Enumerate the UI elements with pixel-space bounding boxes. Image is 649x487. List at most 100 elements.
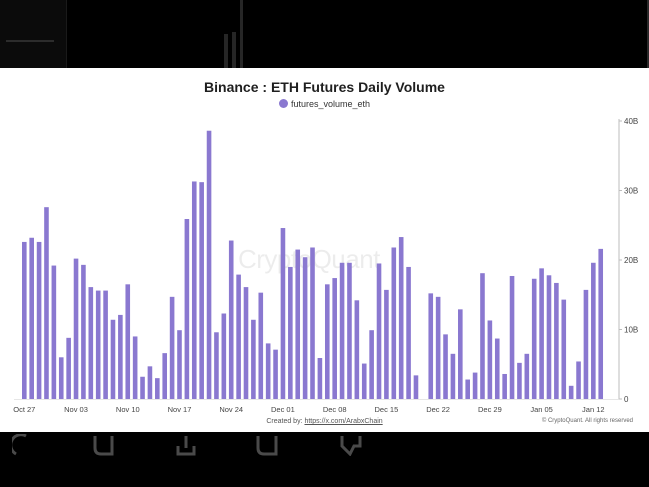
chart-bar[interactable] xyxy=(132,336,138,399)
chart-bar[interactable] xyxy=(398,237,404,399)
chart-bar[interactable] xyxy=(280,228,286,399)
chart-bar[interactable] xyxy=(568,385,574,400)
chart-bar[interactable] xyxy=(288,266,293,399)
chart-bar[interactable] xyxy=(265,343,271,399)
chart-bar[interactable] xyxy=(147,366,153,399)
chart-bar[interactable] xyxy=(561,299,567,400)
copy-icon[interactable] xyxy=(256,434,280,456)
chart-bar[interactable] xyxy=(413,375,419,399)
chart-bar[interactable] xyxy=(206,130,212,400)
chart-bar[interactable] xyxy=(332,278,337,399)
chart-bar[interactable] xyxy=(118,314,123,399)
chart-bar[interactable] xyxy=(88,287,94,399)
share-icon[interactable] xyxy=(174,434,198,456)
background-bar xyxy=(232,32,236,68)
chart-bar[interactable] xyxy=(251,319,256,399)
chart-bar[interactable] xyxy=(51,265,57,399)
chart-bar[interactable] xyxy=(384,289,389,399)
chart-bar[interactable] xyxy=(369,330,374,399)
chart-bar[interactable] xyxy=(140,376,145,399)
chart-legend[interactable]: futures_volume_eth xyxy=(0,99,649,109)
chart-bar[interactable] xyxy=(472,372,478,399)
chart-bar[interactable] xyxy=(199,182,204,399)
chart-bar[interactable] xyxy=(361,363,367,400)
chart-bar[interactable] xyxy=(125,284,131,399)
chart-bar[interactable] xyxy=(221,313,227,399)
chart-bar[interactable] xyxy=(406,266,411,399)
chart-bar[interactable] xyxy=(110,319,116,399)
chart-bar[interactable] xyxy=(295,249,301,399)
x-tick-label: Nov 10 xyxy=(116,405,140,414)
chart-bar[interactable] xyxy=(273,349,278,399)
chart-bar[interactable] xyxy=(450,353,456,399)
chart-bar[interactable] xyxy=(191,181,197,399)
chart-bar[interactable] xyxy=(155,378,160,399)
chart-bar[interactable] xyxy=(509,275,515,400)
chart-bar[interactable] xyxy=(317,358,323,400)
chart-bar[interactable] xyxy=(435,296,441,399)
bar-chart: 0 10B 20B 30B 40B Oct 27 Nov 03 Nov 10 Nov 17 Nov… xyxy=(13,117,638,414)
x-tick-label: Nov 03 xyxy=(64,405,88,414)
chart-bar[interactable] xyxy=(443,334,448,400)
chart-bar[interactable] xyxy=(66,337,71,399)
chart-bar[interactable] xyxy=(22,241,27,399)
chart-bar[interactable] xyxy=(236,274,241,399)
chart-bar[interactable] xyxy=(339,262,345,399)
chart-bar[interactable] xyxy=(258,292,264,399)
chart-bar[interactable] xyxy=(29,237,34,399)
chart-bar[interactable] xyxy=(347,262,352,399)
chart-bar[interactable] xyxy=(44,207,49,399)
chart-bar[interactable] xyxy=(310,247,315,399)
chart-bar[interactable] xyxy=(546,275,552,399)
chart-bar[interactable] xyxy=(554,282,559,399)
chart-bar[interactable] xyxy=(162,353,168,399)
watermark: CryptoQuant xyxy=(238,244,380,274)
chart-title: Binance : ETH Futures Daily Volume xyxy=(204,79,445,95)
chart-bar[interactable] xyxy=(517,362,522,399)
chart-bar[interactable] xyxy=(58,357,64,399)
chart-bar[interactable] xyxy=(598,248,604,399)
chart-bar[interactable] xyxy=(494,338,500,399)
chart-bar[interactable] xyxy=(243,287,249,399)
chart-bar[interactable] xyxy=(502,373,507,399)
chart-bar[interactable] xyxy=(169,296,175,399)
legend-swatch xyxy=(278,99,288,108)
x-tick-label: Dec 29 xyxy=(478,405,502,414)
chart-bar[interactable] xyxy=(458,309,463,399)
chart-bar[interactable] xyxy=(583,289,589,399)
x-tick-label: Nov 17 xyxy=(168,405,192,414)
chart-bar[interactable] xyxy=(376,263,382,399)
like-icon[interactable] xyxy=(338,434,362,456)
chart-bar[interactable] xyxy=(228,240,234,399)
chart-bar[interactable] xyxy=(428,293,434,399)
footer-creator-link[interactable]: https://x.com/ArabxChain xyxy=(304,418,383,425)
chart-bar[interactable] xyxy=(576,361,581,399)
chart-bar[interactable] xyxy=(591,262,596,399)
chart-bar[interactable] xyxy=(177,330,182,399)
chart-bar[interactable] xyxy=(487,320,493,399)
chart-bar[interactable] xyxy=(302,257,308,399)
background-bar xyxy=(240,0,243,68)
chart-bar[interactable] xyxy=(184,219,190,399)
chart-bar[interactable] xyxy=(81,264,86,399)
bookmark-icon[interactable] xyxy=(92,434,116,456)
legend-label: futures_volume_eth xyxy=(290,99,371,109)
backdrop-bottom xyxy=(0,432,649,487)
chart-bar[interactable] xyxy=(36,241,42,399)
reply-icon[interactable] xyxy=(12,434,36,456)
chart-bar[interactable] xyxy=(539,268,544,399)
chart-bar[interactable] xyxy=(524,353,530,399)
chart-bar[interactable] xyxy=(214,332,219,399)
chart-bar[interactable] xyxy=(73,258,79,399)
backdrop-top xyxy=(0,0,649,68)
chart-bar[interactable] xyxy=(324,284,330,399)
chart-bar[interactable] xyxy=(465,379,470,399)
chart-bar[interactable] xyxy=(354,300,360,399)
chart-bar[interactable] xyxy=(103,290,108,399)
chart-bar[interactable] xyxy=(531,278,537,399)
x-tick-label: Jan 05 xyxy=(530,405,553,414)
footer-created-label: Created by: xyxy=(266,418,303,425)
chart-bar[interactable] xyxy=(480,273,485,399)
chart-bar[interactable] xyxy=(95,290,101,399)
chart-bar[interactable] xyxy=(391,247,397,399)
